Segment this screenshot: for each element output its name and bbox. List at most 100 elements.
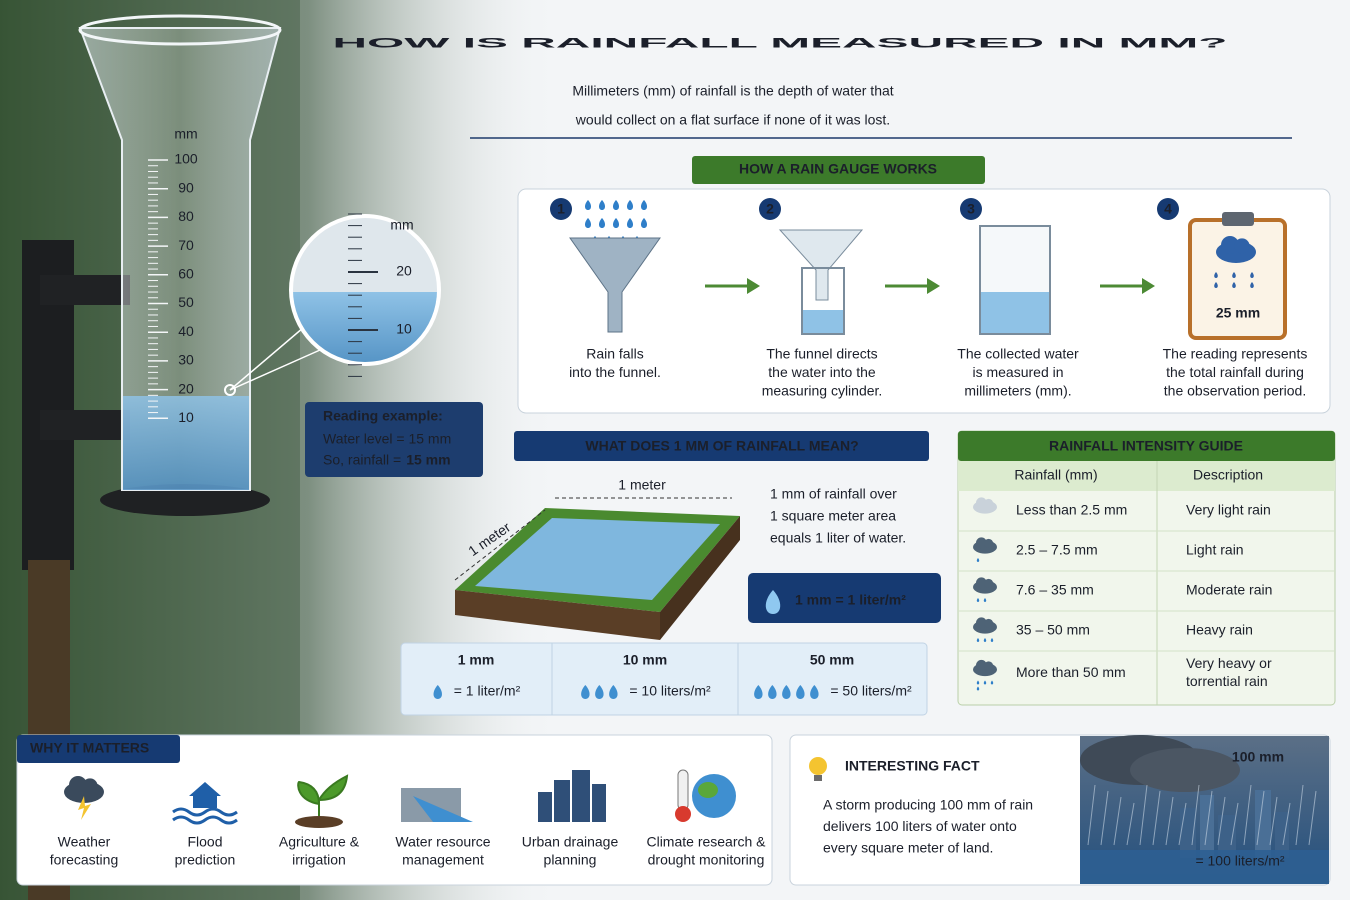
city-skyline xyxy=(1180,790,1289,858)
why-item-label: Flood xyxy=(187,834,222,850)
cloud-icon xyxy=(1234,238,1250,254)
badge-text: 1 mm = 1 liter/m² xyxy=(795,592,906,608)
cloud-icon xyxy=(984,661,994,671)
example-equivalent: = 10 liters/m² xyxy=(629,683,711,699)
column-header: Description xyxy=(1193,467,1263,483)
step-text: millimeters (mm). xyxy=(964,383,1071,399)
drop-icon xyxy=(796,685,805,699)
drop-icon xyxy=(1232,282,1236,288)
drop-icon xyxy=(810,685,819,699)
fact-amount: 100 mm xyxy=(1232,749,1284,765)
rainfall-range: More than 50 mm xyxy=(1016,664,1126,680)
fact-title: INTERESTING FACT xyxy=(845,758,980,774)
step-text: The reading represents xyxy=(1163,346,1308,362)
rainfall-description: torrential rain xyxy=(1186,673,1268,689)
soil-front xyxy=(455,590,660,640)
why-item-label: Urban drainage xyxy=(522,834,619,850)
step-text: the total rainfall during xyxy=(1166,364,1304,380)
rain-streak xyxy=(1152,790,1161,846)
drop-icon xyxy=(609,685,618,699)
fact-equivalent: = 100 liters/m² xyxy=(1195,853,1284,869)
building-icon xyxy=(572,770,590,822)
cloud-icon xyxy=(82,778,98,794)
gauge-rim xyxy=(78,14,282,46)
why-item-label: Agriculture & xyxy=(279,834,360,850)
callout-line xyxy=(229,321,311,391)
zoom-scale-label: 20 xyxy=(396,263,412,279)
fact-text: every square meter of land. xyxy=(823,840,993,856)
rain-streak xyxy=(1230,802,1239,846)
gauge-base xyxy=(100,484,270,516)
step-arrow-head xyxy=(927,278,940,294)
house-icon xyxy=(189,782,221,808)
gauge-scale-label: 90 xyxy=(178,179,194,195)
drop-icon xyxy=(983,598,987,602)
rainfall-description: Very light rain xyxy=(1186,502,1271,518)
gauge-scale-label: 60 xyxy=(178,266,194,282)
rainfall-range: 2.5 – 7.5 mm xyxy=(1016,542,1098,558)
drop-icon xyxy=(433,685,442,699)
bolt-icon xyxy=(78,796,91,820)
funnel-icon xyxy=(569,237,661,333)
bulb-icon xyxy=(809,757,827,775)
cloud-icon xyxy=(976,617,987,629)
cloud-icon xyxy=(984,538,994,548)
example-amount: 10 mm xyxy=(623,652,667,668)
rainfall-description: Very heavy or xyxy=(1186,655,1272,671)
cloud-icon xyxy=(1221,236,1239,254)
description-line: 1 square meter area xyxy=(770,508,896,524)
cylinder-icon xyxy=(801,267,845,335)
gauge-scale-label: 70 xyxy=(178,237,194,253)
rain-streak xyxy=(1087,784,1096,846)
step-number: 4 xyxy=(1164,201,1172,217)
bracket-arm xyxy=(40,410,130,440)
gauge-unit: mm xyxy=(174,126,197,142)
drop-icon xyxy=(754,685,763,699)
gauge-scale-label: 30 xyxy=(178,352,194,368)
subtitle: would collect on a flat surface if none … xyxy=(575,112,890,128)
drop-icon xyxy=(976,558,980,562)
drop-icon xyxy=(584,200,592,210)
rain-streak xyxy=(1269,796,1278,846)
title: HOW IS RAINFALL MEASURED IN MM? xyxy=(333,35,1228,51)
step-number: 1 xyxy=(557,201,565,217)
drop-icon xyxy=(595,685,604,699)
reading-result-value: 15 mm xyxy=(406,452,450,468)
drop-icon xyxy=(1250,282,1254,288)
depth-dimension xyxy=(454,509,546,581)
thermometer-icon xyxy=(677,769,689,811)
gauge-scale-label: 40 xyxy=(178,323,194,339)
drop-icon xyxy=(976,686,980,691)
rain-streak xyxy=(1204,790,1213,846)
example-amount: 1 mm xyxy=(458,652,495,668)
cloud-icon xyxy=(976,659,987,671)
intensity-title-bar xyxy=(958,431,1335,461)
steps-title-bar xyxy=(692,156,985,184)
cloud-icon xyxy=(984,618,994,628)
soil-side xyxy=(660,516,740,640)
zoom-scale-label: 10 xyxy=(396,321,412,337)
drop-icon xyxy=(983,638,987,642)
drop-icon xyxy=(626,200,634,210)
example-amount: 50 mm xyxy=(810,652,854,668)
rain-streak xyxy=(1308,790,1317,846)
why-item-label: forecasting xyxy=(50,852,118,868)
why-item-label: irrigation xyxy=(292,852,346,868)
badge xyxy=(748,573,941,623)
cloud-icon xyxy=(976,537,987,549)
step-badge xyxy=(550,198,572,220)
rain-streak xyxy=(1282,802,1291,846)
why-item-label: Climate research & xyxy=(646,834,766,850)
callout-dot xyxy=(224,384,236,396)
step-text: into the funnel. xyxy=(569,364,661,380)
intensity-title: RAINFALL INTENSITY GUIDE xyxy=(1049,438,1243,454)
example-equivalent: = 1 liter/m² xyxy=(454,683,521,699)
wave-icon xyxy=(172,807,238,817)
drop-icon xyxy=(990,680,994,685)
step-number: 3 xyxy=(967,201,975,217)
flood-water xyxy=(1080,850,1329,884)
description-line: 1 mm of rainfall over xyxy=(770,486,897,502)
steps-title: HOW A RAIN GAUGE WORKS xyxy=(739,161,937,177)
